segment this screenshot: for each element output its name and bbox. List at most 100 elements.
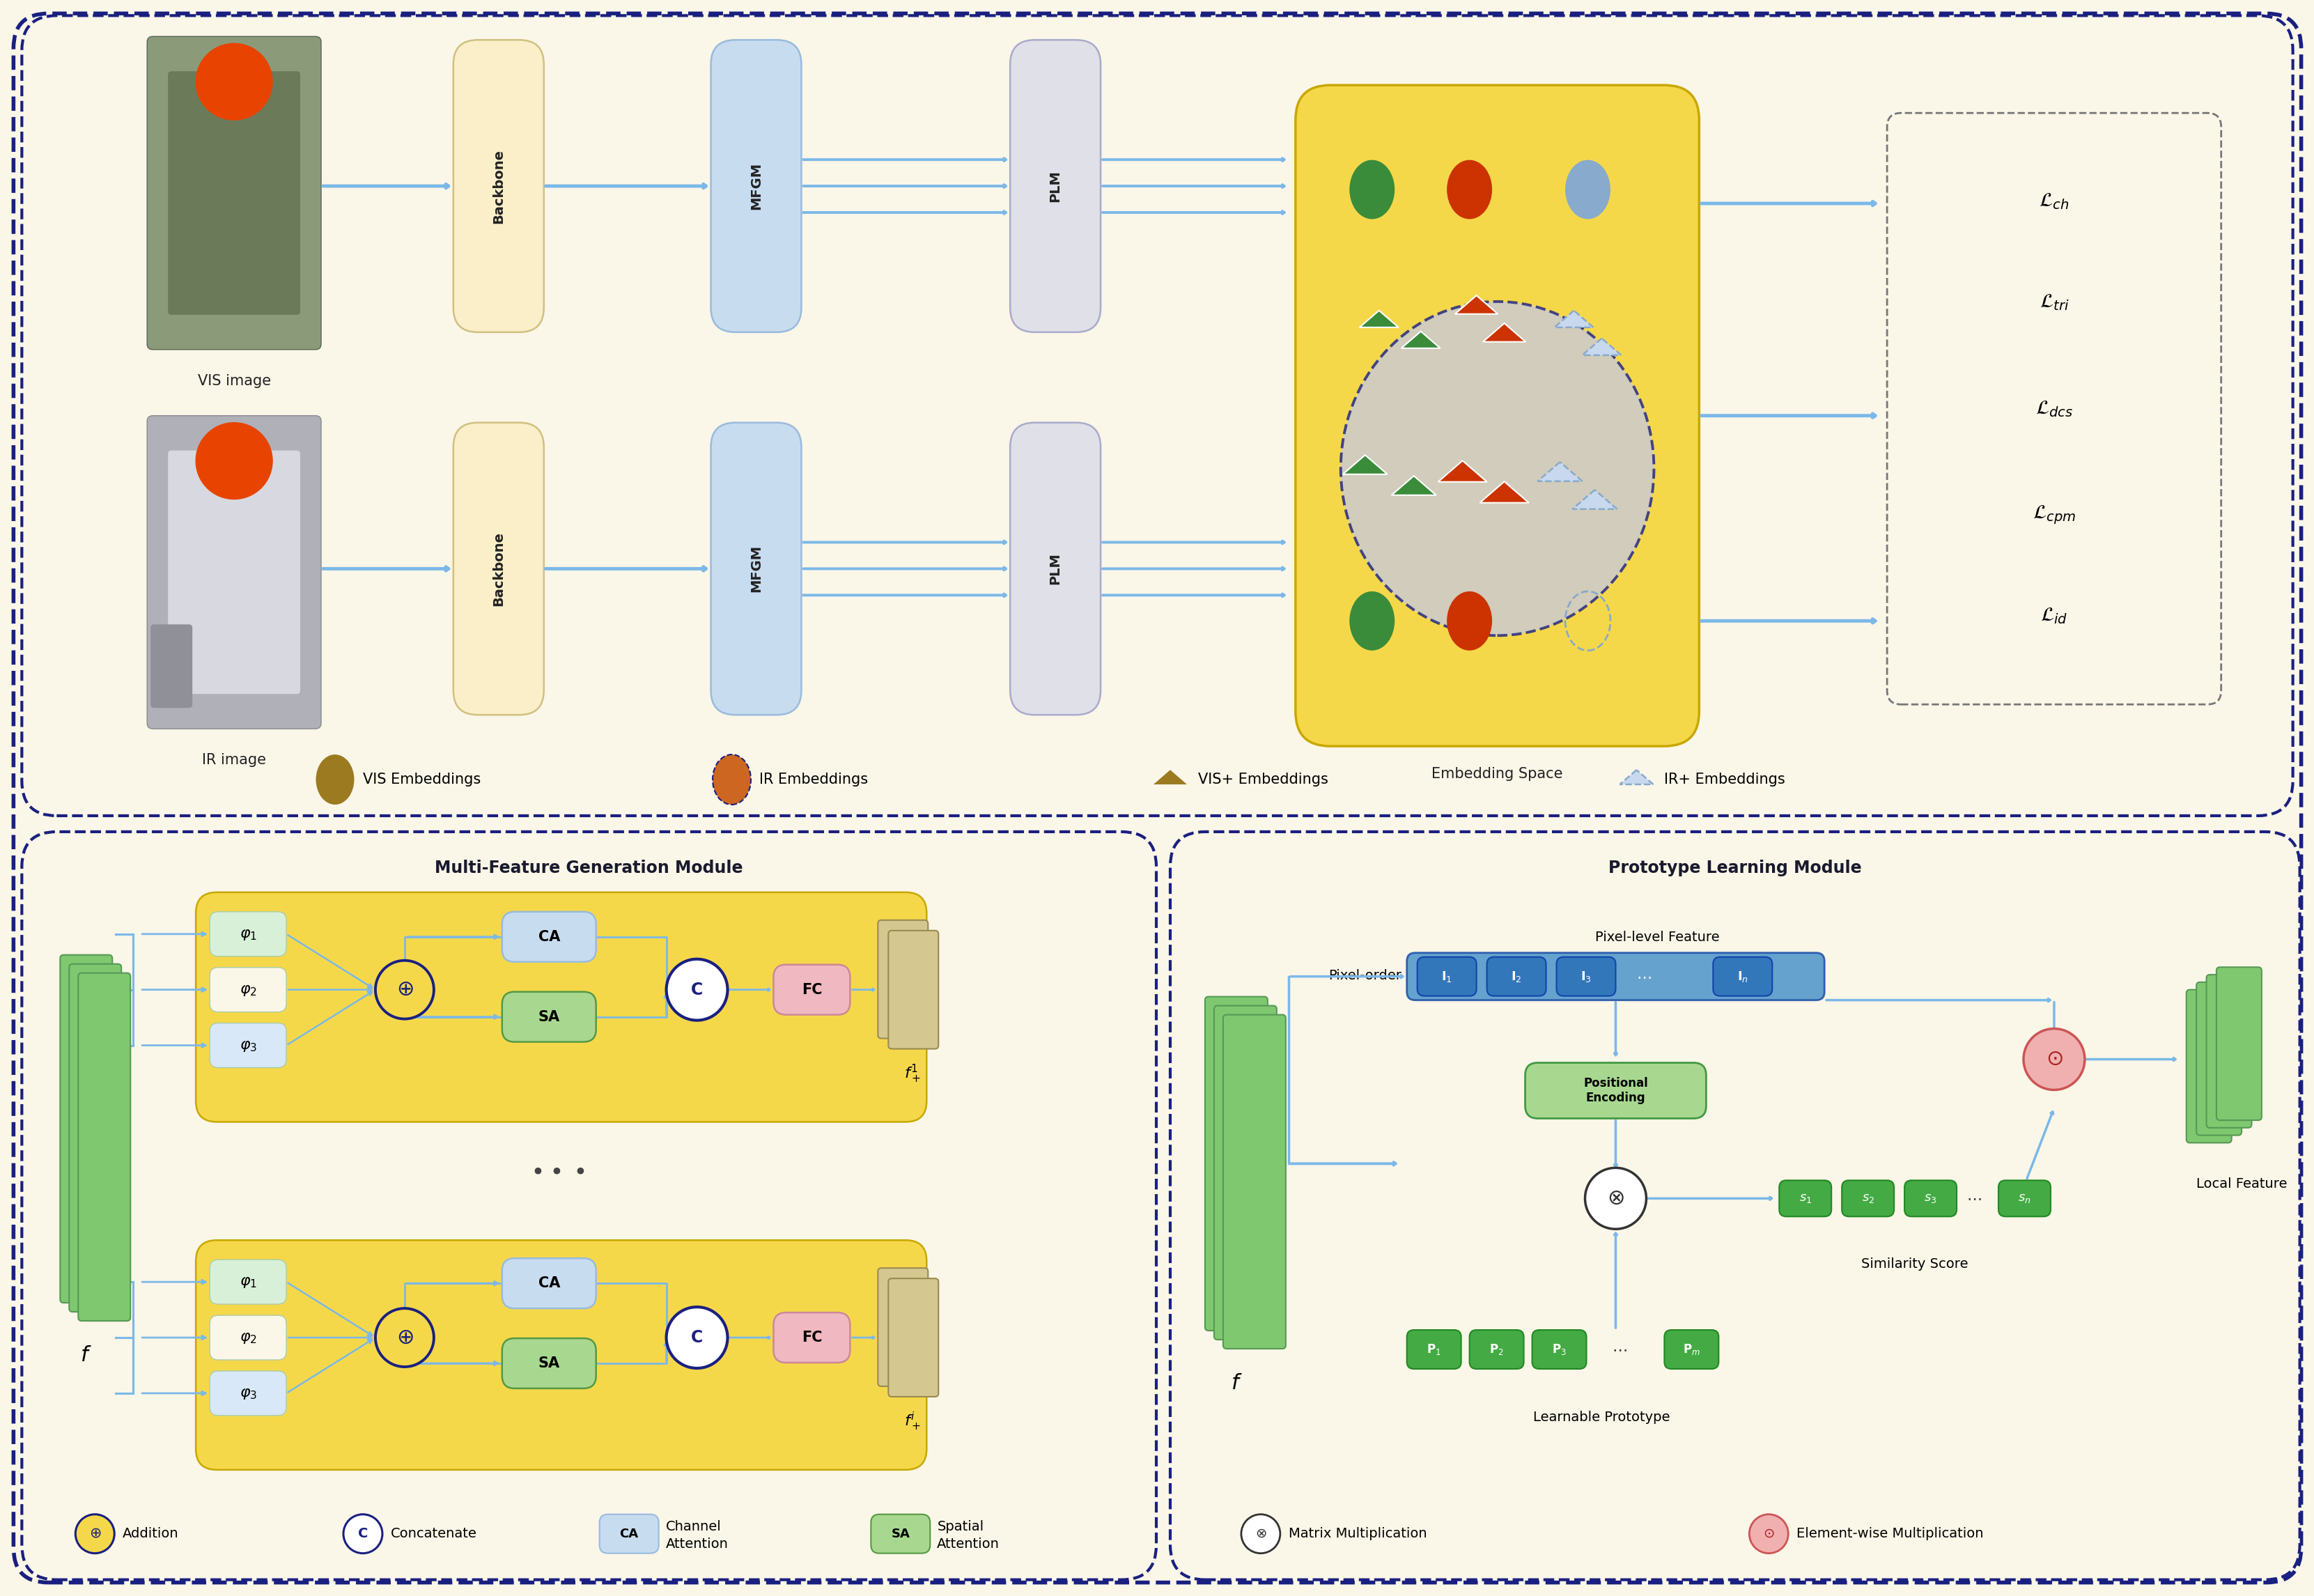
Text: FC: FC bbox=[801, 983, 821, 996]
Polygon shape bbox=[1391, 476, 1435, 495]
FancyBboxPatch shape bbox=[1664, 1329, 1717, 1369]
FancyBboxPatch shape bbox=[169, 450, 301, 694]
FancyBboxPatch shape bbox=[454, 423, 544, 715]
Text: Matrix Multiplication: Matrix Multiplication bbox=[1289, 1527, 1425, 1540]
Text: $\varphi_1$: $\varphi_1$ bbox=[238, 926, 257, 942]
FancyBboxPatch shape bbox=[1215, 1005, 1277, 1339]
Text: $\cdots$: $\cdots$ bbox=[1636, 969, 1650, 983]
Circle shape bbox=[1749, 1515, 1789, 1553]
FancyBboxPatch shape bbox=[197, 892, 926, 1122]
FancyBboxPatch shape bbox=[599, 1515, 659, 1553]
Circle shape bbox=[342, 1515, 382, 1553]
FancyBboxPatch shape bbox=[197, 1240, 926, 1470]
Text: CA: CA bbox=[537, 930, 560, 943]
Polygon shape bbox=[1536, 461, 1583, 482]
Polygon shape bbox=[1555, 311, 1592, 327]
FancyBboxPatch shape bbox=[1842, 1181, 1893, 1216]
Text: C: C bbox=[692, 982, 703, 998]
Text: C: C bbox=[692, 1329, 703, 1345]
Text: Similarity Score: Similarity Score bbox=[1860, 1258, 1967, 1270]
Text: Pixel-order: Pixel-order bbox=[1328, 969, 1402, 983]
FancyBboxPatch shape bbox=[1407, 953, 1823, 1001]
Text: Positional
Encoding: Positional Encoding bbox=[1583, 1077, 1648, 1104]
Text: $\mathbf{I}_2$: $\mathbf{I}_2$ bbox=[1511, 969, 1523, 983]
Circle shape bbox=[375, 961, 433, 1018]
Text: $f_+^i$: $f_+^i$ bbox=[905, 1411, 921, 1432]
FancyBboxPatch shape bbox=[60, 954, 113, 1302]
Text: MFGM: MFGM bbox=[750, 163, 764, 209]
Text: C: C bbox=[359, 1527, 368, 1540]
Ellipse shape bbox=[1446, 160, 1493, 219]
Circle shape bbox=[666, 959, 727, 1020]
Text: $\varphi_1$: $\varphi_1$ bbox=[238, 1274, 257, 1290]
FancyBboxPatch shape bbox=[69, 964, 120, 1312]
FancyBboxPatch shape bbox=[1779, 1181, 1830, 1216]
FancyBboxPatch shape bbox=[889, 1278, 937, 1396]
Text: Prototype Learning Module: Prototype Learning Module bbox=[1608, 860, 1860, 876]
Text: SA: SA bbox=[891, 1527, 909, 1540]
Text: $\oplus$: $\oplus$ bbox=[396, 980, 414, 999]
Polygon shape bbox=[1152, 769, 1187, 784]
FancyBboxPatch shape bbox=[2196, 982, 2240, 1135]
Text: $\mathbf{P}_3$: $\mathbf{P}_3$ bbox=[1553, 1342, 1567, 1357]
FancyBboxPatch shape bbox=[1997, 1181, 2050, 1216]
Text: Spatial: Spatial bbox=[937, 1521, 983, 1534]
Text: $\otimes$: $\otimes$ bbox=[1254, 1527, 1266, 1540]
FancyBboxPatch shape bbox=[877, 1267, 928, 1387]
Ellipse shape bbox=[1564, 160, 1611, 219]
FancyBboxPatch shape bbox=[773, 964, 849, 1015]
Polygon shape bbox=[1358, 311, 1398, 327]
Text: Attention: Attention bbox=[937, 1537, 1000, 1551]
FancyBboxPatch shape bbox=[150, 624, 192, 709]
Text: $\mathbf{P}_m$: $\mathbf{P}_m$ bbox=[1682, 1342, 1701, 1357]
Text: $\odot$: $\odot$ bbox=[2046, 1049, 2062, 1069]
Circle shape bbox=[197, 423, 273, 500]
FancyBboxPatch shape bbox=[502, 991, 597, 1042]
Ellipse shape bbox=[315, 755, 354, 804]
Text: $\varphi_2$: $\varphi_2$ bbox=[238, 982, 257, 998]
FancyBboxPatch shape bbox=[502, 911, 597, 962]
Circle shape bbox=[2022, 1029, 2085, 1090]
FancyBboxPatch shape bbox=[2187, 990, 2231, 1143]
FancyBboxPatch shape bbox=[870, 1515, 930, 1553]
Text: IR image: IR image bbox=[201, 753, 266, 768]
Polygon shape bbox=[1571, 490, 1617, 509]
Text: Learnable Prototype: Learnable Prototype bbox=[1532, 1411, 1671, 1424]
FancyBboxPatch shape bbox=[148, 415, 322, 729]
Text: $\varphi_2$: $\varphi_2$ bbox=[238, 1329, 257, 1345]
FancyBboxPatch shape bbox=[1296, 85, 1698, 747]
Text: $\oplus$: $\oplus$ bbox=[396, 1328, 414, 1347]
Text: $\mathbf{I}_1$: $\mathbf{I}_1$ bbox=[1442, 969, 1451, 983]
Circle shape bbox=[1585, 1168, 1645, 1229]
FancyBboxPatch shape bbox=[1222, 1015, 1284, 1349]
Text: $s_3$: $s_3$ bbox=[1923, 1192, 1937, 1205]
Circle shape bbox=[197, 43, 273, 120]
FancyBboxPatch shape bbox=[211, 967, 287, 1012]
Text: $\mathbf{P}_2$: $\mathbf{P}_2$ bbox=[1488, 1342, 1504, 1357]
Text: $\mathcal{L}_{ch}$: $\mathcal{L}_{ch}$ bbox=[2039, 192, 2069, 211]
FancyBboxPatch shape bbox=[211, 911, 287, 956]
FancyBboxPatch shape bbox=[1407, 1329, 1460, 1369]
FancyBboxPatch shape bbox=[1532, 1329, 1585, 1369]
Circle shape bbox=[76, 1515, 113, 1553]
Circle shape bbox=[1240, 1515, 1280, 1553]
Text: VIS+ Embeddings: VIS+ Embeddings bbox=[1199, 772, 1328, 787]
FancyBboxPatch shape bbox=[454, 40, 544, 332]
Text: Local Feature: Local Feature bbox=[2196, 1178, 2286, 1191]
FancyBboxPatch shape bbox=[502, 1339, 597, 1389]
Circle shape bbox=[666, 1307, 727, 1368]
FancyBboxPatch shape bbox=[21, 16, 2293, 816]
FancyBboxPatch shape bbox=[169, 72, 301, 314]
Text: $\mathbf{I}_n$: $\mathbf{I}_n$ bbox=[1736, 969, 1747, 983]
Text: Embedding Space: Embedding Space bbox=[1432, 768, 1562, 780]
FancyBboxPatch shape bbox=[2205, 975, 2252, 1128]
FancyBboxPatch shape bbox=[1206, 996, 1268, 1331]
FancyBboxPatch shape bbox=[211, 1371, 287, 1416]
FancyBboxPatch shape bbox=[773, 1312, 849, 1363]
Text: $\mathcal{L}_{tri}$: $\mathcal{L}_{tri}$ bbox=[2039, 292, 2069, 311]
Text: $\mathcal{L}_{dcs}$: $\mathcal{L}_{dcs}$ bbox=[2034, 399, 2073, 418]
Text: Pixel-level Feature: Pixel-level Feature bbox=[1594, 930, 1719, 945]
Text: PLM: PLM bbox=[1048, 171, 1062, 203]
FancyBboxPatch shape bbox=[710, 423, 801, 715]
FancyBboxPatch shape bbox=[211, 1315, 287, 1360]
